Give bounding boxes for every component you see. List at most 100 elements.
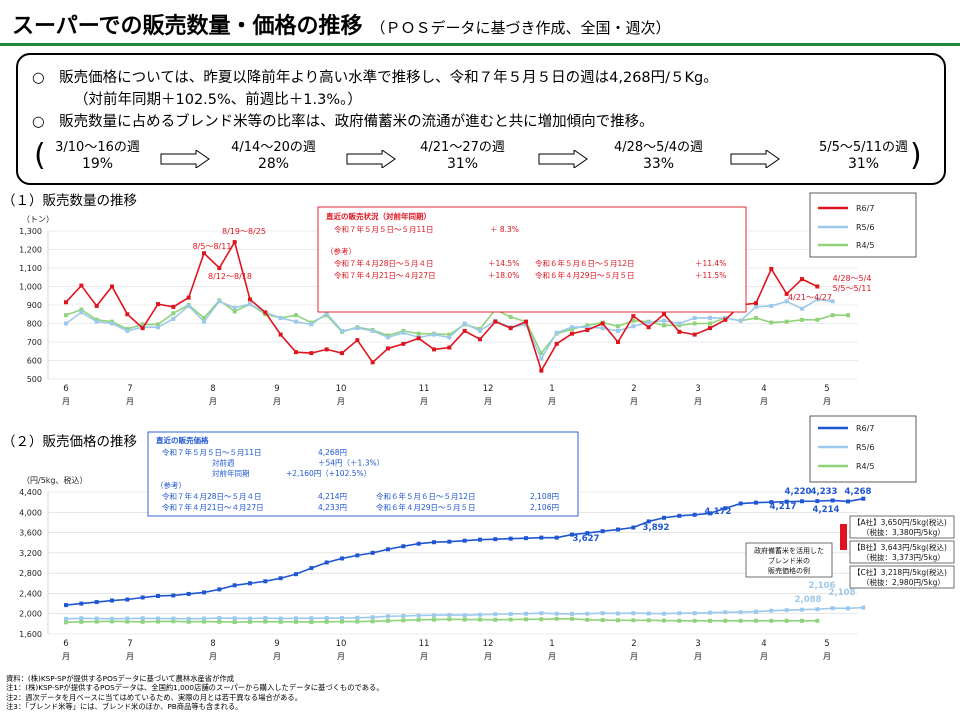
data-point <box>370 328 375 333</box>
y-tick-label: 2,800 <box>19 569 42 578</box>
data-point <box>232 583 237 588</box>
data-point <box>401 544 406 549</box>
data-point <box>677 618 682 623</box>
data-point <box>800 317 804 322</box>
arrow-right-icon <box>730 150 780 168</box>
stage-1-pct: 19% <box>81 156 114 172</box>
data-point <box>64 616 68 621</box>
x-month-suffix: 月 <box>62 652 70 661</box>
data-point <box>186 591 191 596</box>
data-point <box>462 613 467 618</box>
y-tick-label: 1,300 <box>19 227 42 236</box>
data-point <box>386 335 390 340</box>
data-point <box>125 616 130 621</box>
data-point <box>708 315 712 320</box>
data-point <box>616 328 620 333</box>
data-point <box>294 350 298 355</box>
x-month-suffix: 月 <box>630 397 638 406</box>
data-point <box>309 322 314 327</box>
x-month-suffix: 月 <box>420 652 428 661</box>
arrow-right-icon <box>538 150 588 168</box>
data-point <box>539 351 544 356</box>
data-point <box>217 299 222 304</box>
data-point <box>554 535 559 540</box>
data-point <box>462 328 467 333</box>
data-point <box>156 302 160 307</box>
data-point <box>677 321 682 326</box>
data-point <box>723 610 728 615</box>
data-point <box>662 611 666 616</box>
side-note-text: ブレンド米の <box>768 556 810 565</box>
title-rule <box>0 43 960 46</box>
data-point <box>631 324 636 329</box>
data-point <box>646 611 651 616</box>
data-point <box>386 618 390 623</box>
data-point <box>309 616 314 621</box>
x-month-number: 5 <box>824 639 829 649</box>
data-point <box>432 332 436 337</box>
data-point <box>202 590 206 595</box>
note-1: 注1：(株)KSP-SPが提供するPOSデータは、全国約1,000店舗のスーパー… <box>6 683 384 693</box>
x-month-number: 10 <box>336 384 347 394</box>
arrow-right-icon <box>160 150 210 168</box>
side-marker-icon <box>840 527 847 547</box>
data-point <box>738 501 743 506</box>
chart2-data-label: 2,108 <box>829 588 856 598</box>
data-point <box>324 560 329 565</box>
data-point <box>524 536 528 541</box>
x-month-number: 4 <box>761 639 766 649</box>
data-point <box>324 616 329 621</box>
note-2: 注2：週次データを月ベースに当てはめているため、実際の月とは若干異なる場合がある… <box>6 692 303 702</box>
x-month-suffix: 月 <box>760 652 768 661</box>
data-point <box>846 606 850 611</box>
data-point <box>401 341 406 346</box>
data-point <box>156 616 160 621</box>
data-point <box>570 611 574 616</box>
x-month-number: 4 <box>761 384 766 394</box>
data-point <box>447 539 452 544</box>
data-point <box>646 320 651 325</box>
data-point <box>861 496 866 501</box>
data-point <box>432 617 436 622</box>
data-point <box>616 611 620 616</box>
data-point <box>186 303 191 308</box>
data-point <box>64 313 68 318</box>
data-point <box>386 614 390 619</box>
data-point <box>478 612 482 617</box>
y-axis-label: （円/5kg、税込） <box>22 475 88 485</box>
data-point <box>401 330 406 335</box>
data-point <box>708 618 712 623</box>
data-point <box>738 618 743 623</box>
data-point <box>754 301 758 306</box>
data-point <box>202 251 206 256</box>
legend-label: R5/6 <box>856 223 874 232</box>
data-point <box>478 337 482 342</box>
data-point <box>278 332 283 337</box>
data-point <box>171 311 176 316</box>
data-point <box>539 535 544 540</box>
data-point <box>631 318 636 323</box>
stage-5: 5/5～5/11の週 31% <box>796 139 931 173</box>
x-month-suffix: 月 <box>273 652 281 661</box>
data-point <box>815 297 820 302</box>
data-point <box>125 312 130 317</box>
data-point <box>232 305 237 310</box>
data-point <box>186 616 191 621</box>
data-point <box>156 593 160 598</box>
data-point <box>830 498 835 503</box>
data-point <box>171 619 176 624</box>
data-point <box>416 541 421 546</box>
data-point <box>861 605 866 610</box>
bracket-right: ) <box>910 138 922 173</box>
sales-status-box <box>317 206 747 313</box>
x-month-number: 9 <box>274 639 279 649</box>
data-point <box>616 324 620 329</box>
page-subtitle: （ＰＯＳデータに基づき作成、全国・週次） <box>370 19 671 37</box>
box1-ref-d: ＋11.5% <box>695 271 726 280</box>
data-point <box>800 607 804 612</box>
data-point <box>94 616 99 621</box>
y-tick-label: 3,200 <box>19 549 42 558</box>
data-point <box>278 616 283 621</box>
data-point <box>830 606 835 611</box>
data-point <box>631 611 636 616</box>
